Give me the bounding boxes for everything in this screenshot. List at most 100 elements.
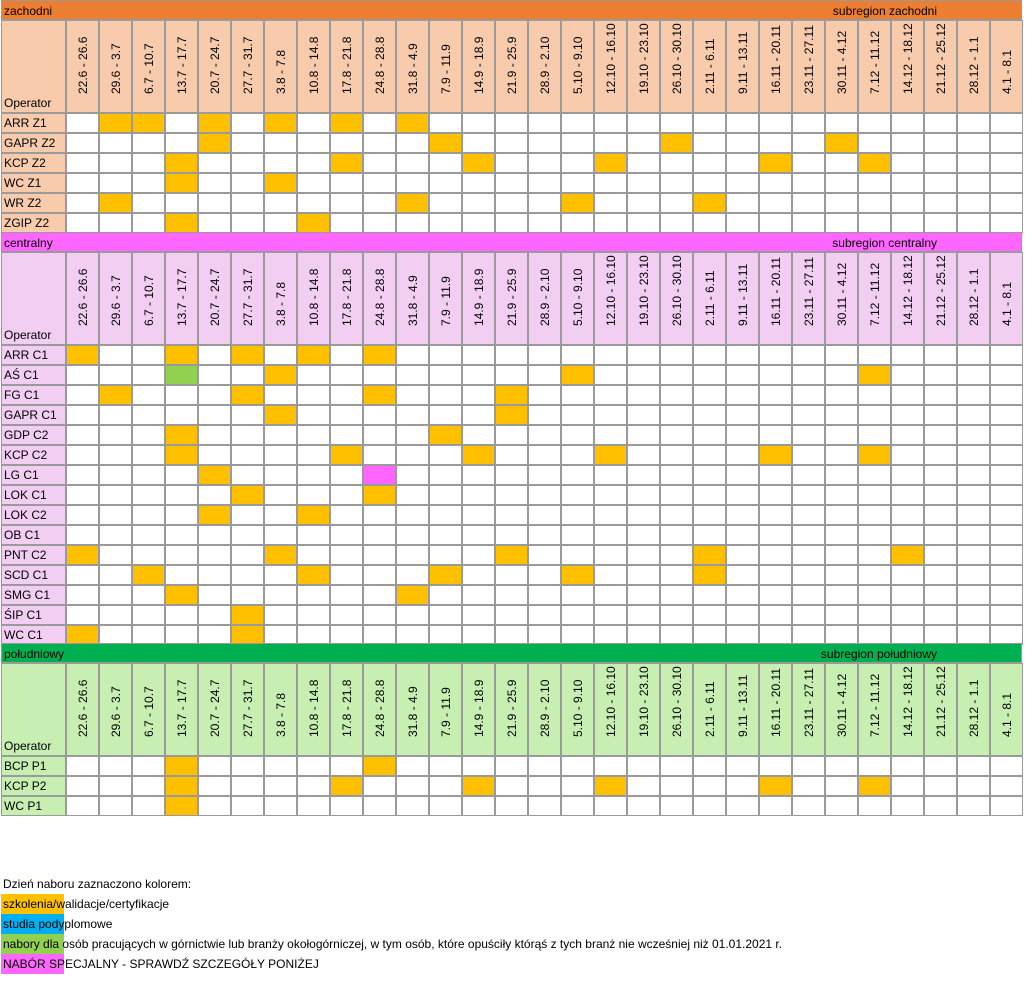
- schedule-cell[interactable]: [99, 465, 132, 485]
- schedule-cell[interactable]: [330, 465, 363, 485]
- schedule-cell[interactable]: [759, 565, 792, 585]
- schedule-cell-training[interactable]: [858, 776, 891, 796]
- schedule-cell[interactable]: [297, 153, 330, 173]
- schedule-cell[interactable]: [264, 193, 297, 213]
- schedule-cell[interactable]: [792, 133, 825, 153]
- schedule-cell[interactable]: [462, 365, 495, 385]
- schedule-cell-training[interactable]: [495, 545, 528, 565]
- schedule-cell[interactable]: [858, 545, 891, 565]
- schedule-cell[interactable]: [132, 445, 165, 465]
- schedule-cell[interactable]: [924, 776, 957, 796]
- schedule-cell[interactable]: [462, 565, 495, 585]
- schedule-cell[interactable]: [726, 133, 759, 153]
- schedule-cell[interactable]: [957, 565, 990, 585]
- schedule-cell[interactable]: [858, 525, 891, 545]
- schedule-cell[interactable]: [858, 193, 891, 213]
- schedule-cell-training[interactable]: [132, 113, 165, 133]
- schedule-cell-training[interactable]: [330, 153, 363, 173]
- schedule-cell[interactable]: [957, 505, 990, 525]
- schedule-cell[interactable]: [66, 425, 99, 445]
- schedule-cell-training[interactable]: [165, 425, 198, 445]
- schedule-cell[interactable]: [693, 465, 726, 485]
- schedule-cell[interactable]: [594, 213, 627, 233]
- schedule-cell[interactable]: [363, 113, 396, 133]
- schedule-cell[interactable]: [693, 605, 726, 625]
- schedule-cell-training[interactable]: [330, 113, 363, 133]
- schedule-cell[interactable]: [297, 113, 330, 133]
- schedule-cell[interactable]: [792, 445, 825, 465]
- schedule-cell[interactable]: [396, 525, 429, 545]
- schedule-cell-training[interactable]: [693, 545, 726, 565]
- schedule-cell[interactable]: [825, 153, 858, 173]
- schedule-cell[interactable]: [825, 385, 858, 405]
- schedule-cell[interactable]: [924, 345, 957, 365]
- schedule-cell[interactable]: [363, 405, 396, 425]
- schedule-cell[interactable]: [792, 425, 825, 445]
- schedule-cell[interactable]: [396, 405, 429, 425]
- schedule-cell[interactable]: [792, 173, 825, 193]
- schedule-cell[interactable]: [726, 565, 759, 585]
- schedule-cell[interactable]: [561, 485, 594, 505]
- schedule-cell[interactable]: [759, 525, 792, 545]
- schedule-cell[interactable]: [99, 345, 132, 365]
- schedule-cell[interactable]: [297, 193, 330, 213]
- schedule-cell[interactable]: [759, 113, 792, 133]
- schedule-cell[interactable]: [330, 585, 363, 605]
- schedule-cell[interactable]: [957, 173, 990, 193]
- schedule-cell[interactable]: [792, 505, 825, 525]
- schedule-cell[interactable]: [726, 153, 759, 173]
- schedule-cell[interactable]: [198, 585, 231, 605]
- schedule-cell[interactable]: [561, 405, 594, 425]
- schedule-cell-training[interactable]: [231, 345, 264, 365]
- schedule-cell[interactable]: [660, 776, 693, 796]
- schedule-cell[interactable]: [198, 565, 231, 585]
- schedule-cell[interactable]: [528, 405, 561, 425]
- schedule-cell[interactable]: [627, 525, 660, 545]
- schedule-cell[interactable]: [99, 625, 132, 645]
- schedule-cell[interactable]: [858, 385, 891, 405]
- schedule-cell[interactable]: [594, 193, 627, 213]
- schedule-cell[interactable]: [627, 565, 660, 585]
- schedule-cell[interactable]: [957, 465, 990, 485]
- schedule-cell-training[interactable]: [66, 345, 99, 365]
- schedule-cell[interactable]: [825, 345, 858, 365]
- schedule-cell[interactable]: [726, 425, 759, 445]
- schedule-cell[interactable]: [363, 425, 396, 445]
- schedule-cell[interactable]: [99, 525, 132, 545]
- schedule-cell[interactable]: [462, 585, 495, 605]
- schedule-cell[interactable]: [396, 756, 429, 776]
- schedule-cell[interactable]: [363, 365, 396, 385]
- schedule-cell-training[interactable]: [264, 545, 297, 565]
- schedule-cell[interactable]: [561, 445, 594, 465]
- schedule-cell[interactable]: [165, 565, 198, 585]
- schedule-cell-training[interactable]: [264, 405, 297, 425]
- schedule-cell[interactable]: [462, 465, 495, 485]
- schedule-cell[interactable]: [396, 565, 429, 585]
- schedule-cell[interactable]: [231, 585, 264, 605]
- schedule-cell[interactable]: [825, 585, 858, 605]
- schedule-cell[interactable]: [165, 465, 198, 485]
- schedule-cell[interactable]: [726, 485, 759, 505]
- schedule-cell-training[interactable]: [363, 345, 396, 365]
- schedule-cell[interactable]: [198, 796, 231, 816]
- schedule-cell[interactable]: [297, 525, 330, 545]
- schedule-cell-training[interactable]: [99, 385, 132, 405]
- schedule-cell[interactable]: [495, 505, 528, 525]
- schedule-cell[interactable]: [726, 345, 759, 365]
- schedule-cell[interactable]: [660, 425, 693, 445]
- schedule-cell[interactable]: [396, 365, 429, 385]
- schedule-cell[interactable]: [858, 505, 891, 525]
- schedule-cell[interactable]: [792, 385, 825, 405]
- schedule-cell[interactable]: [495, 425, 528, 445]
- schedule-cell[interactable]: [825, 525, 858, 545]
- schedule-cell[interactable]: [99, 756, 132, 776]
- schedule-cell[interactable]: [825, 565, 858, 585]
- schedule-cell[interactable]: [759, 173, 792, 193]
- schedule-cell-training[interactable]: [264, 365, 297, 385]
- schedule-cell[interactable]: [396, 385, 429, 405]
- schedule-cell-training[interactable]: [297, 345, 330, 365]
- schedule-cell[interactable]: [528, 485, 561, 505]
- schedule-cell[interactable]: [495, 485, 528, 505]
- schedule-cell[interactable]: [594, 133, 627, 153]
- schedule-cell[interactable]: [990, 365, 1023, 385]
